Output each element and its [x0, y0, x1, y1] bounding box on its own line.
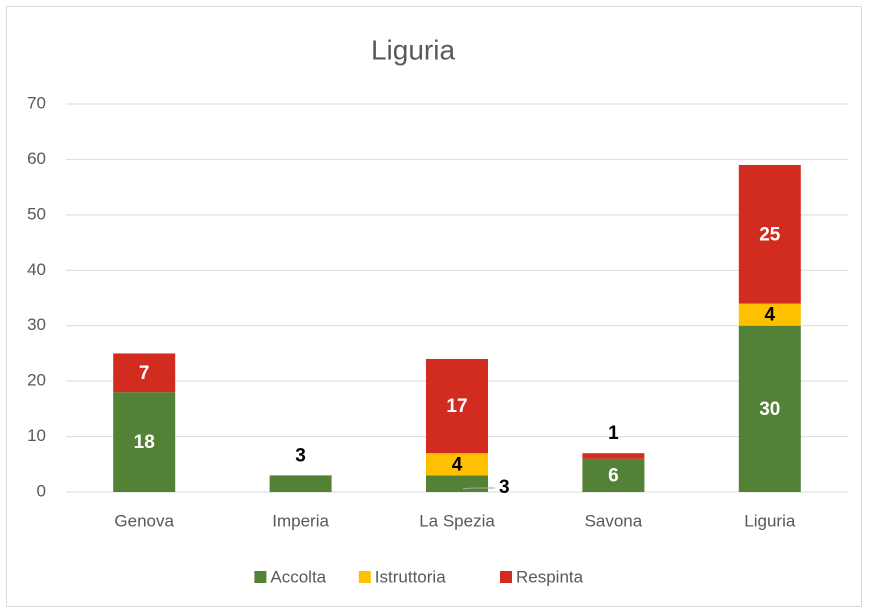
x-tick-label: La Spezia — [419, 511, 495, 530]
data-label: 18 — [134, 432, 155, 453]
y-tick-label: 70 — [27, 93, 46, 112]
bar-segment — [582, 458, 645, 492]
legend-swatch — [254, 571, 267, 583]
data-label: 7 — [139, 363, 150, 384]
data-label: 6 — [608, 465, 619, 486]
chart-title: Liguria — [371, 34, 455, 65]
data-label: 25 — [759, 224, 781, 245]
y-tick-label: 60 — [27, 149, 46, 168]
leader-line — [462, 487, 495, 490]
x-tick-label: Imperia — [272, 511, 329, 530]
bar-segment — [113, 392, 176, 492]
chart-frame — [6, 6, 862, 607]
y-tick-label: 0 — [37, 481, 46, 500]
x-tick-label: Genova — [114, 511, 174, 530]
y-tick-label: 10 — [27, 426, 46, 445]
legend-label: Accolta — [270, 567, 326, 586]
data-label: 3 — [295, 445, 306, 466]
y-tick-label: 30 — [27, 315, 46, 334]
x-tick-label: Savona — [585, 511, 643, 530]
y-tick-label: 20 — [27, 371, 46, 390]
bar-segment — [738, 164, 801, 304]
data-label: 4 — [452, 454, 463, 475]
legend-swatch — [358, 571, 371, 583]
bar-segment — [426, 475, 488, 492]
data-label: 30 — [759, 399, 780, 420]
bar-segment — [269, 475, 332, 492]
legend-label: Istruttoria — [375, 567, 446, 586]
x-tick-label: Liguria — [744, 511, 796, 530]
bar-segment — [738, 303, 801, 326]
legend-swatch — [500, 571, 512, 583]
bar-segment — [738, 325, 801, 492]
data-label: 1 — [608, 423, 619, 444]
data-label: 17 — [446, 396, 467, 417]
y-tick-label: 50 — [27, 204, 46, 223]
bar-segment — [113, 353, 176, 393]
y-tick-label: 40 — [27, 260, 46, 279]
bar-segment — [582, 453, 645, 459]
data-label: 4 — [765, 305, 776, 326]
bar-segment — [426, 453, 488, 476]
data-label: 3 — [499, 477, 510, 498]
legend-label: Respinta — [516, 567, 584, 586]
bar-segment — [426, 358, 488, 454]
